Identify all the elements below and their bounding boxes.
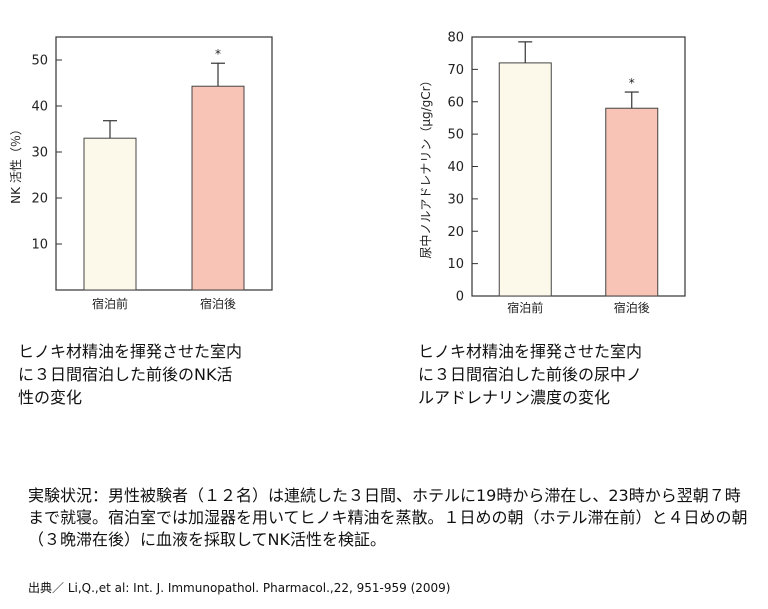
- significance-marker: *: [629, 76, 635, 90]
- y-tick-label: 50: [31, 54, 48, 69]
- bar-1: [83, 137, 137, 291]
- y-tick-label: 10: [447, 257, 464, 272]
- y-tick-label: 20: [447, 225, 464, 240]
- y-tick-label: 70: [447, 63, 464, 78]
- nk-chart-caption: ヒノキ材精油を揮発させた室内 に３日間宿泊した前後のNK活 性の変化: [18, 342, 243, 407]
- bar-1: [498, 62, 552, 297]
- x-category-label: 宿泊後: [200, 296, 236, 311]
- y-tick-label: 50: [447, 128, 464, 143]
- y-tick-label: 40: [447, 160, 464, 175]
- nk-activity-chart: 10 20 30 40 50 宿泊前 * 宿泊後 NK 活性（％）: [9, 36, 273, 311]
- y-tick-label: 40: [31, 100, 48, 115]
- bar-2: [605, 107, 659, 297]
- x-category-label: 宿泊後: [614, 300, 650, 315]
- y-tick-label: 10: [31, 238, 48, 253]
- significance-marker: *: [215, 47, 221, 61]
- bar-2: [191, 85, 245, 291]
- y-tick-label: 30: [31, 146, 48, 161]
- y-axis-label: NK 活性（％）: [9, 123, 23, 204]
- y-tick-label: 60: [447, 95, 464, 110]
- plot-frame: [55, 36, 273, 291]
- y-tick-label: 30: [447, 192, 464, 207]
- x-category-label: 宿泊前: [92, 296, 128, 311]
- experiment-description: 実験状況：男性被験者（１２名）は連続した３日間、ホテルに19時から滞在し、23時…: [28, 486, 748, 549]
- x-category-label: 宿泊前: [507, 300, 543, 315]
- y-tick-label: 0: [456, 290, 464, 305]
- citation: 出典／ Li,Q.,et al: Int. J. Immunopathol. P…: [28, 581, 451, 595]
- noradrenaline-chart: 0 10 20 30 40 50 60 70 80 宿泊前 * 宿泊後 尿中ノルアドレナリン（μg/gC…: [418, 31, 686, 315]
- y-tick-label: 20: [31, 192, 48, 207]
- y-tick-label: 80: [447, 31, 464, 46]
- y-axis-label: 尿中ノルアドレナリン（μg/gCr）: [418, 74, 433, 258]
- noradrenaline-chart-caption: ヒノキ材精油を揮発させた室内 に３日間宿泊した前後の尿中ノ ルアドレナリン濃度の…: [418, 342, 643, 407]
